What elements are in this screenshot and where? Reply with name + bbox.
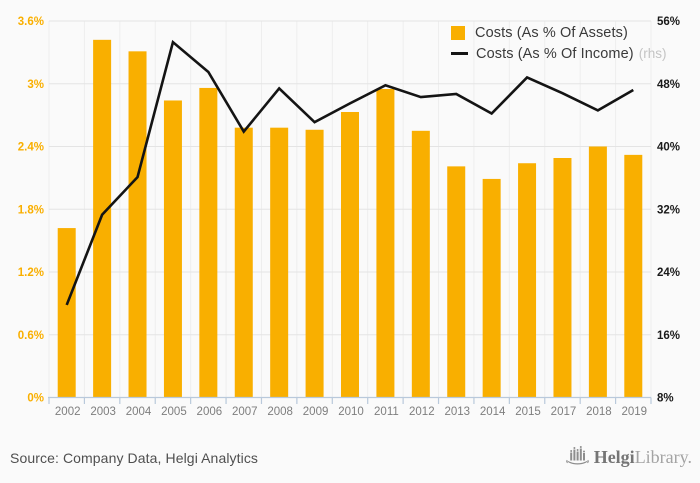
bar-2007 [234,127,253,398]
helgi-ship-icon [565,446,589,465]
right-axis-label: 56% [657,16,680,28]
line-series [65,39,634,306]
bar-2004 [128,51,147,398]
left-axis-label: 3% [27,79,44,91]
left-axis-label: 2.4% [18,142,44,154]
left-axis-label: 1.8% [18,204,44,216]
right-axis-label: 8% [657,393,674,405]
left-axis-label: 3.6% [18,16,44,28]
right-axis-label: 48% [657,79,680,91]
x-axis-label-2019: 2019 [621,406,647,418]
logo-text-helgi: Helgi [593,446,635,467]
legend-bar-swatch [451,25,465,40]
bar-2010 [341,111,359,398]
x-axis-label-2013: 2013 [444,406,470,418]
bar-2005 [163,100,182,398]
chart-svg: 3.6% 3% 2.4% 1.8% 1.2% 0.6% 0% 56% 48% 40% 32% 24% 1… [18,16,680,418]
x-axis-label-2004: 2004 [126,406,152,418]
x-axis-label-2008: 2008 [267,406,293,418]
left-axis-label: 0% [27,393,44,405]
bar-2003 [93,39,112,398]
legend-label-rhs: (rhs) [638,46,667,61]
legend: Costs (As % Of Assets) Costs (As % Of In… [451,24,667,62]
right-axis-label: 32% [657,204,680,216]
bar-2006 [199,87,218,398]
bar-2019 [624,154,643,398]
bar-2017 [553,158,572,398]
x-axis-label-2002: 2002 [55,406,81,418]
right-axis-label: 40% [657,142,680,154]
bar-2014 [482,178,501,398]
right-axis-label: 16% [657,330,680,342]
x-axis-label-2017: 2017 [551,406,577,418]
x-axis-label-2003: 2003 [90,406,116,418]
x-axis-label-2010: 2010 [338,406,364,418]
bar-2009 [305,129,324,398]
left-axis-label: 0.6% [18,330,44,342]
legend-item-assets: Costs (As % Of Assets) [451,24,666,41]
x-axis-label-2005: 2005 [161,406,187,418]
x-axis-label-2012: 2012 [409,406,435,418]
bar-2012 [411,130,430,398]
bar-2015 [518,163,537,398]
x-axis-label-2014: 2014 [480,406,506,418]
x-axis-label-2007: 2007 [232,406,258,418]
legend-line-swatch [451,52,468,55]
logo-text-library: Library. [634,446,692,467]
x-axis-label-2015: 2015 [515,406,541,418]
helgi-library-logo: HelgiLibrary. [565,444,692,469]
bar-2002 [57,228,76,398]
legend-label-income: Costs (As % Of Income) [476,45,634,62]
bar-2008 [270,127,289,398]
x-axis-label-2006: 2006 [197,406,223,418]
bar-2011 [376,88,395,398]
right-axis-label: 24% [657,267,680,279]
x-axis-label-2009: 2009 [303,406,329,418]
x-axis-label-2018: 2018 [586,406,612,418]
bar-2018 [588,146,607,398]
legend-item-income: Costs (As % Of Income) (rhs) [451,45,667,62]
left-axis-label: 1.2% [18,267,44,279]
bar-2013 [447,166,466,398]
legend-label-assets: Costs (As % Of Assets) [475,24,628,41]
source-text: Source: Company Data, Helgi Analytics [10,450,259,466]
x-axis-label-2011: 2011 [374,406,399,418]
